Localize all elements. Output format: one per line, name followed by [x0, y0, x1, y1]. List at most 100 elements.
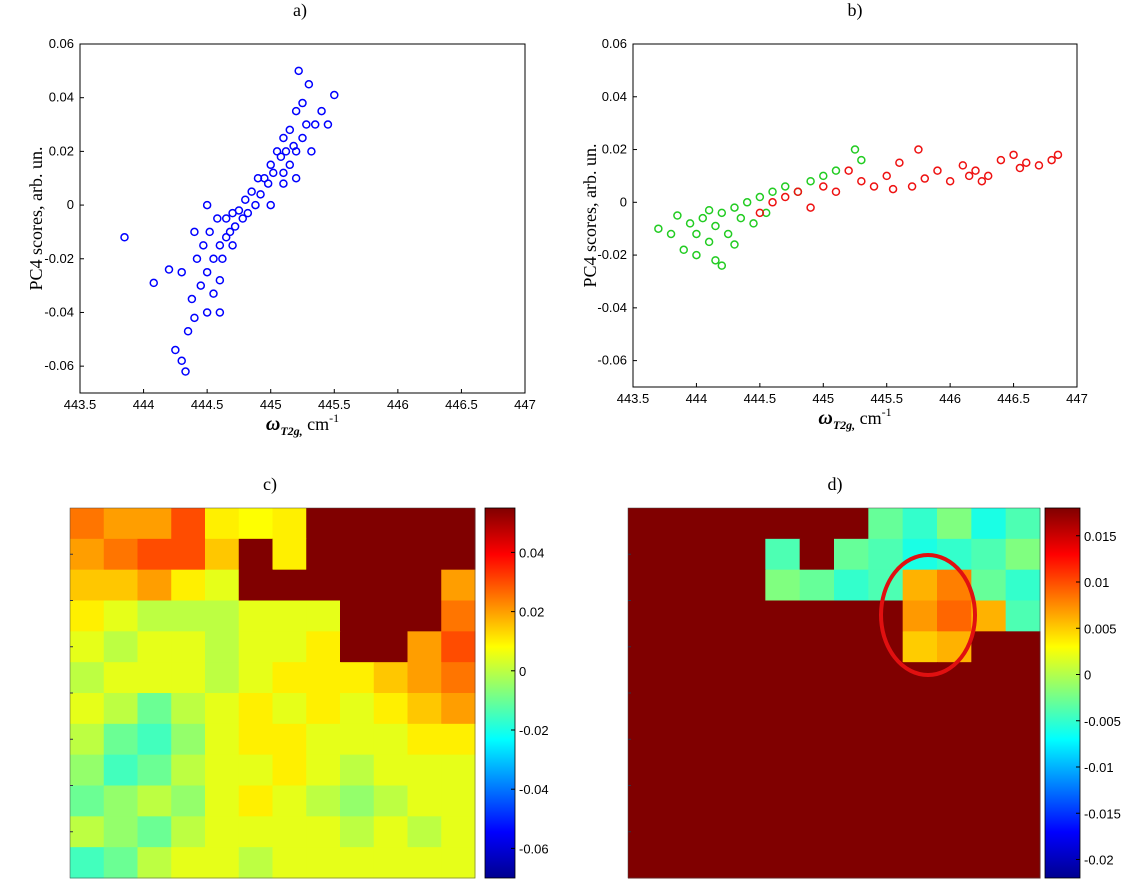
point	[281, 147, 291, 156]
point	[183, 327, 193, 336]
point	[310, 120, 320, 129]
point	[177, 356, 186, 366]
x-axis-label: ωT2g, cm-1	[266, 411, 339, 438]
heat-cell	[834, 816, 869, 848]
heat-cell	[902, 847, 938, 879]
heat-cell	[1005, 693, 1041, 725]
heat-cell	[103, 723, 138, 756]
x-tick-label: 447	[1066, 391, 1088, 406]
point	[294, 66, 303, 76]
heat-cell	[238, 754, 273, 786]
x-label-unit: cm	[303, 414, 330, 434]
point	[819, 171, 828, 181]
heat-cell	[340, 631, 375, 663]
heat-cell	[272, 785, 307, 817]
heat-cell	[1005, 508, 1041, 540]
point	[164, 265, 174, 274]
y-tick-label: -0.02	[597, 247, 627, 262]
heat-cell	[272, 693, 307, 725]
point	[685, 219, 695, 228]
heat-cell	[205, 816, 240, 848]
colorbar	[484, 507, 516, 879]
heat-cell	[628, 600, 663, 632]
heat-cell	[70, 847, 105, 879]
heat-cell	[238, 847, 273, 879]
heat-cell	[971, 816, 1007, 848]
point	[1015, 163, 1025, 173]
heat-cell	[373, 816, 408, 848]
heat-cell	[902, 816, 938, 848]
heat-cell	[373, 631, 408, 663]
heat-cell	[407, 631, 442, 663]
point	[996, 155, 1006, 165]
heat-cell	[441, 847, 476, 879]
heat-cell	[171, 600, 206, 632]
heat-cell	[1005, 847, 1041, 879]
x-tick-label: 445	[260, 397, 282, 412]
colorbar-tick-label: -0.04	[519, 782, 549, 797]
heat-cell	[868, 754, 904, 786]
colorbar-tick-label: -0.02	[519, 723, 549, 738]
heat-cell	[407, 723, 442, 756]
heat-cell	[1005, 569, 1041, 601]
x-tick-label: 444	[686, 391, 708, 406]
heat-cell	[441, 569, 476, 601]
heat-cell	[103, 538, 138, 571]
heat-cell	[937, 847, 972, 879]
point	[742, 198, 752, 207]
point	[241, 195, 250, 204]
heat-cell	[340, 785, 375, 817]
heat-cell	[70, 600, 105, 632]
point	[238, 214, 247, 223]
heat-cell	[171, 847, 206, 879]
heat-cell	[868, 538, 904, 571]
y-tick-label: -0.04	[44, 304, 74, 319]
heat-cell	[373, 847, 408, 879]
heat-cell	[340, 723, 375, 756]
colorbar-tick-label: 0.015	[1084, 529, 1117, 544]
point	[736, 213, 746, 223]
heat-cell	[205, 631, 240, 663]
heat-cell	[765, 723, 801, 756]
heat-cell	[1005, 754, 1041, 786]
point	[215, 308, 225, 317]
heat-cell	[799, 754, 835, 786]
x-tick-label: 447	[514, 397, 536, 412]
heat-cell	[696, 569, 732, 601]
heat-cell	[902, 754, 938, 786]
heat-cell	[937, 785, 972, 817]
heat-cell	[834, 723, 869, 756]
point	[251, 200, 260, 210]
heat-cell	[407, 785, 442, 817]
y-tick-label: 0.06	[602, 36, 627, 51]
heat-cell	[373, 508, 408, 540]
heat-cell	[205, 785, 240, 817]
point	[202, 308, 212, 317]
colorbar-tick-label: -0.06	[519, 841, 549, 856]
point	[298, 98, 307, 108]
x-tick-label: 445	[812, 391, 834, 406]
point	[793, 187, 803, 197]
heat-cell	[1005, 631, 1041, 663]
heat-cell	[971, 847, 1007, 879]
heat-cell	[696, 508, 732, 540]
point	[266, 200, 275, 210]
point	[247, 187, 256, 196]
heat-cell	[937, 754, 972, 786]
heat-cell	[103, 508, 138, 540]
heat-cell	[373, 600, 408, 632]
heat-cell	[662, 754, 698, 786]
panel-title: b)	[848, 0, 863, 21]
heat-cell	[238, 538, 273, 571]
y-tick-label: 0.02	[602, 142, 627, 157]
heat-cell	[272, 508, 307, 540]
heat-cell	[137, 662, 172, 694]
heat-cell	[765, 785, 801, 817]
heat-cell	[1005, 785, 1041, 817]
heat-cell	[765, 662, 801, 694]
point	[291, 147, 301, 156]
heat-cell	[407, 662, 442, 694]
heat-cell	[628, 693, 663, 725]
heat-cell	[272, 600, 307, 632]
heat-cell	[70, 693, 105, 725]
